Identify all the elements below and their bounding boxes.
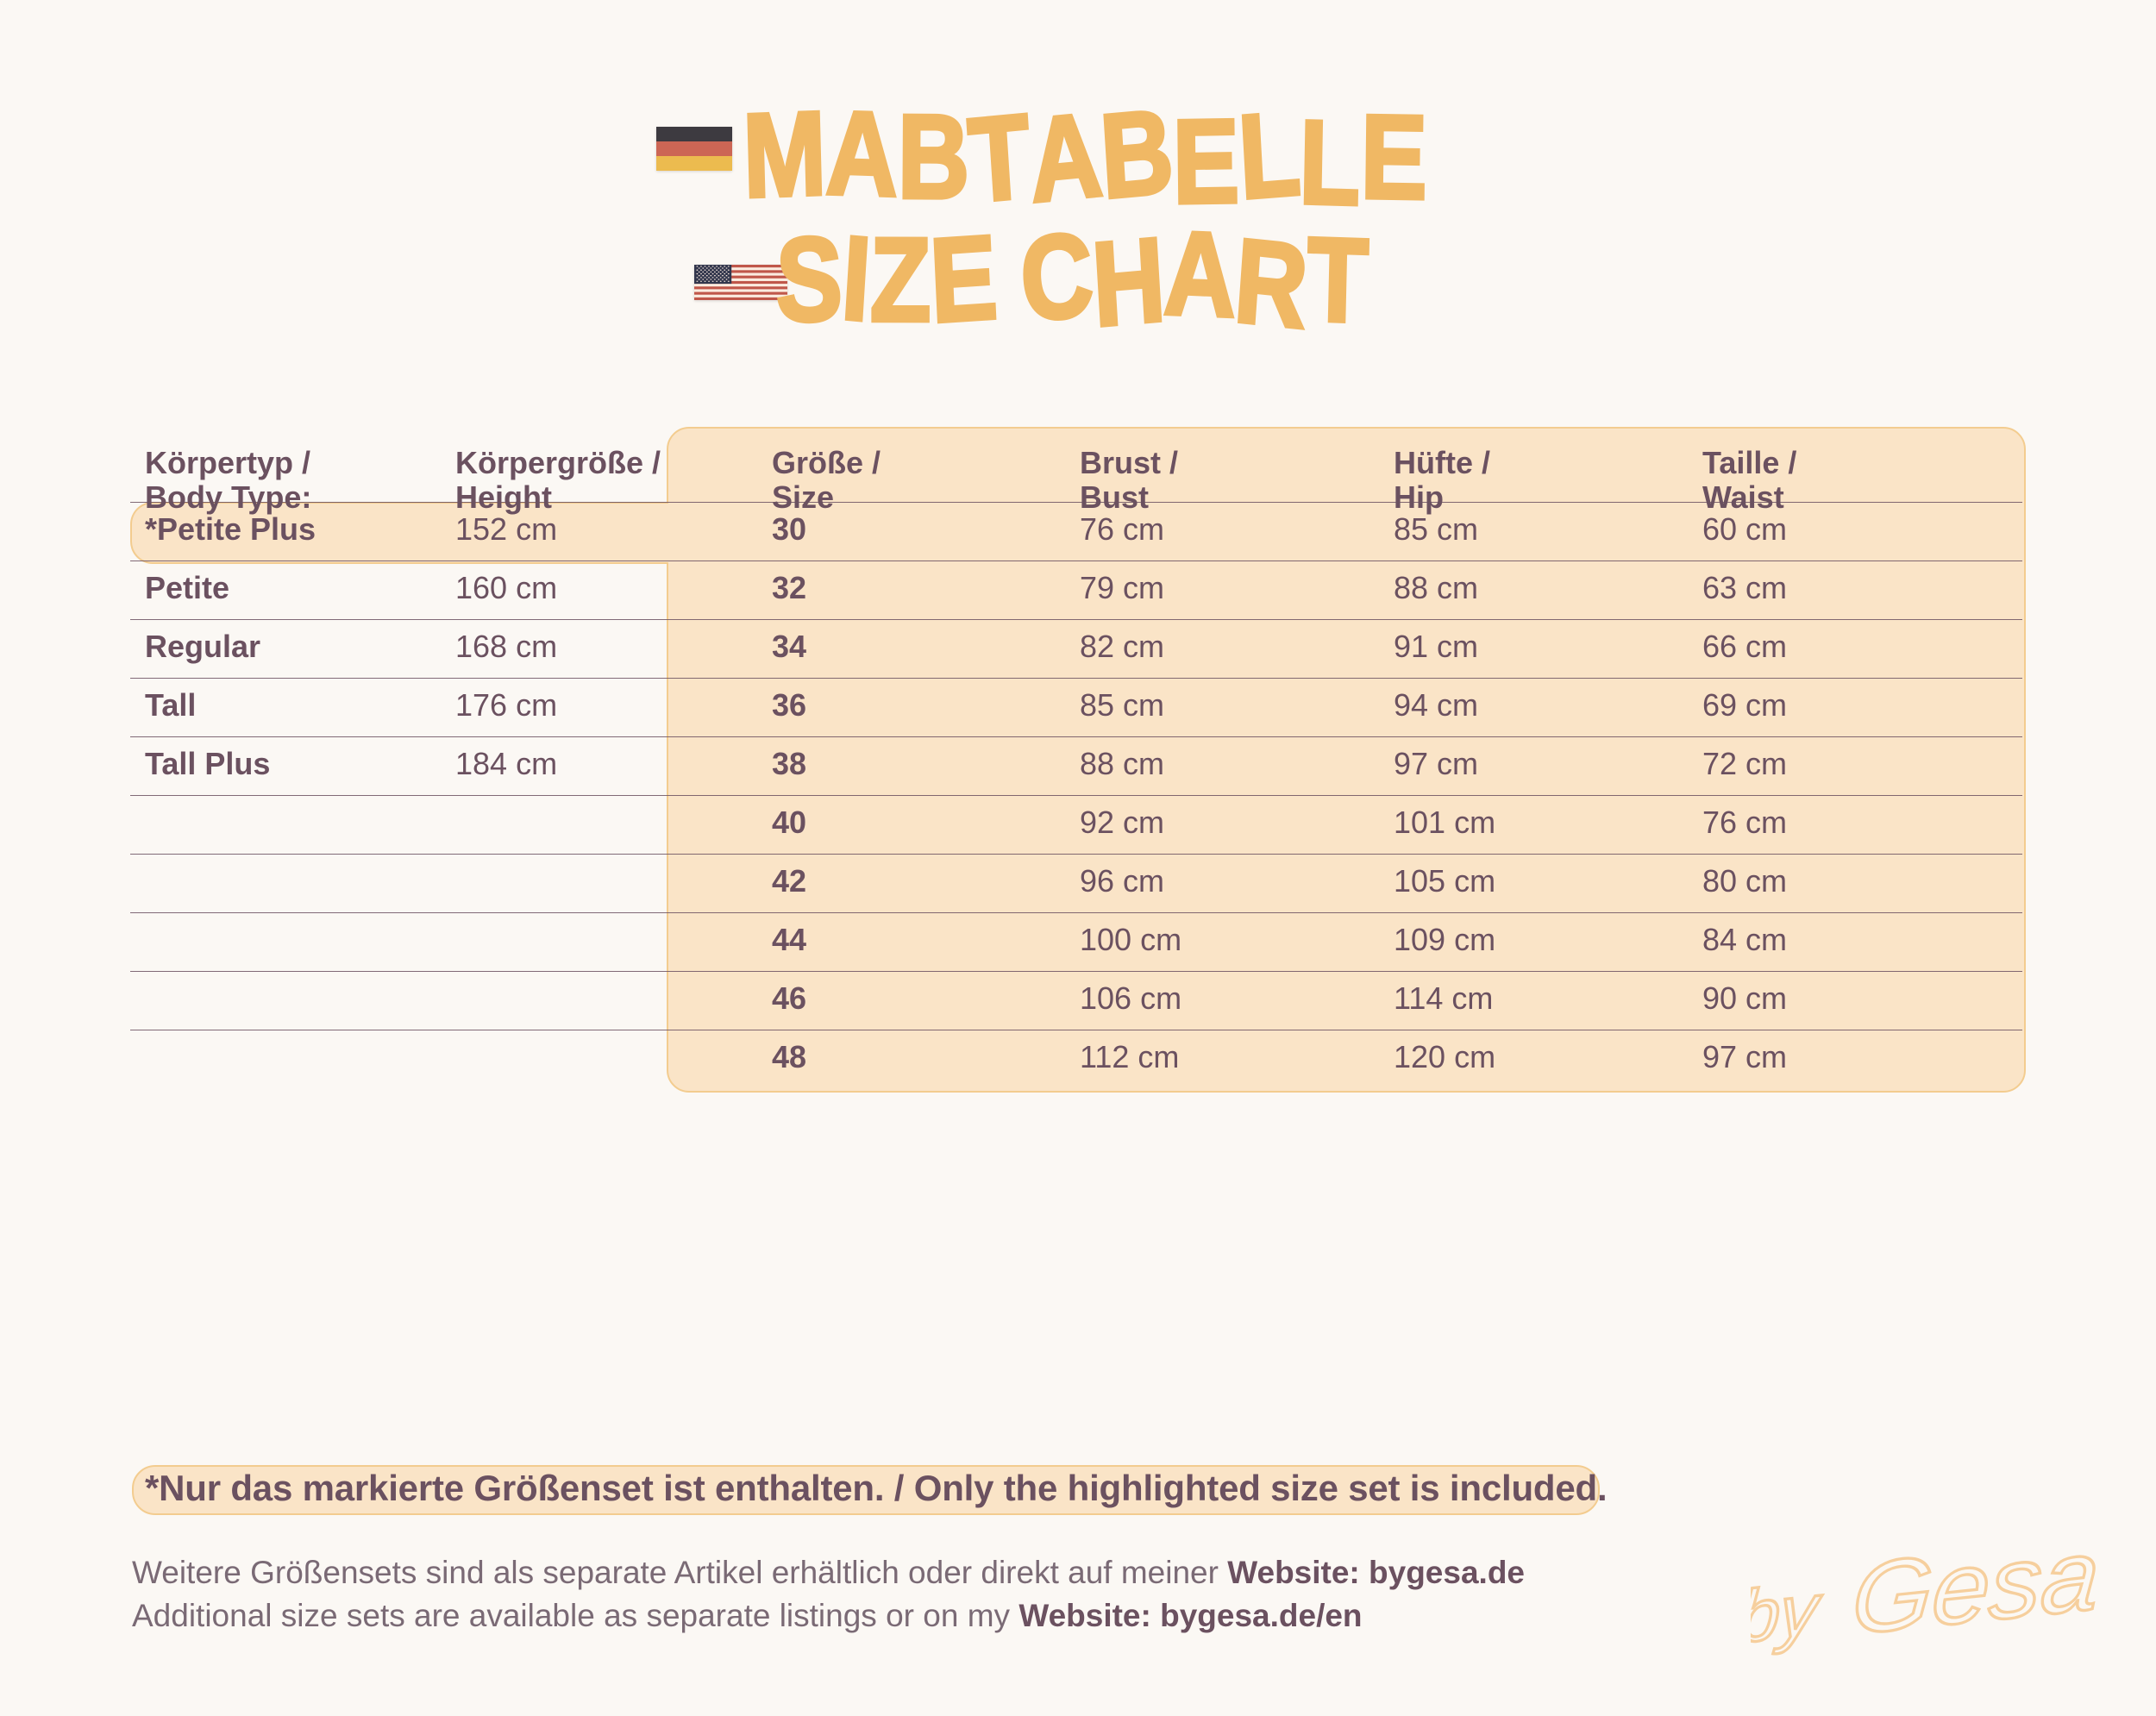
svg-text:by: by: [1751, 1569, 1825, 1659]
svg-text:Gesa: Gesa: [1848, 1518, 2103, 1657]
